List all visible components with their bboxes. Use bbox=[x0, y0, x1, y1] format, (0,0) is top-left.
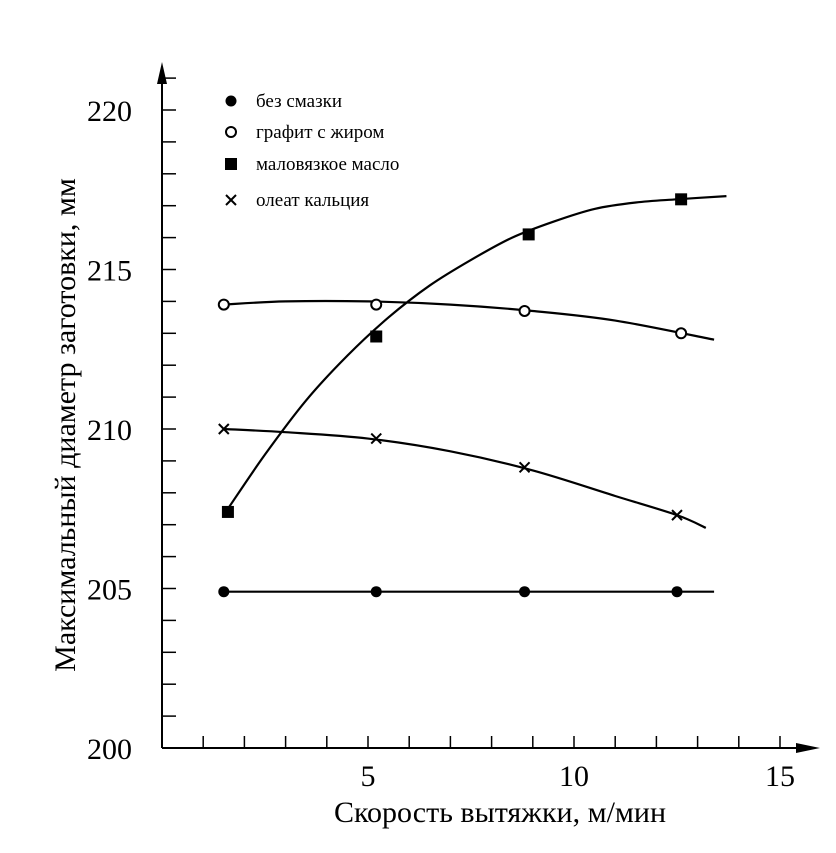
data-point bbox=[217, 298, 230, 311]
series-curves bbox=[223, 195, 727, 593]
legend-marker bbox=[225, 194, 237, 206]
data-point bbox=[522, 228, 535, 241]
series-line-3 bbox=[227, 195, 727, 510]
data-point bbox=[675, 327, 688, 340]
data-point bbox=[519, 586, 531, 598]
data-point bbox=[675, 193, 688, 206]
legend-marker bbox=[225, 158, 237, 170]
data-point bbox=[218, 423, 230, 435]
axes: 200 205 210 215 220 5 10 15 bbox=[87, 62, 820, 793]
data-point bbox=[370, 432, 382, 445]
x-axis-arrow bbox=[796, 743, 820, 753]
data-point bbox=[370, 330, 383, 343]
data-point bbox=[671, 586, 683, 598]
x-tick-label: 5 bbox=[361, 760, 376, 793]
x-axis-title: Скорость вытяжки, м/мин bbox=[334, 796, 666, 829]
legend-label: олеат кальция bbox=[256, 190, 369, 211]
legend-marker bbox=[225, 126, 237, 138]
legend-label: графит с жиром bbox=[256, 122, 384, 143]
data-point bbox=[218, 586, 230, 598]
x-tick-label: 10 bbox=[559, 760, 589, 793]
data-point bbox=[370, 586, 382, 598]
data-point bbox=[221, 505, 234, 518]
series-line-2 bbox=[223, 299, 715, 341]
series-markers bbox=[217, 193, 688, 598]
data-point bbox=[518, 304, 531, 317]
legend-marker bbox=[225, 95, 237, 107]
data-point bbox=[671, 509, 683, 521]
data-point bbox=[370, 298, 383, 311]
y-axis-arrow bbox=[157, 62, 167, 84]
legend-label: маловязкое масло bbox=[256, 154, 399, 175]
y-tick-label: 215 bbox=[87, 255, 132, 288]
y-tick-label: 220 bbox=[87, 95, 132, 128]
y-tick-label: 205 bbox=[87, 574, 132, 607]
y-tick-label: 200 bbox=[87, 733, 132, 766]
x-tick-label: 15 bbox=[765, 760, 795, 793]
y-tick-label: 210 bbox=[87, 414, 132, 447]
y-axis-title: Максимальный диаметр заготовки, мм bbox=[49, 178, 82, 672]
legend-label: без смазки bbox=[256, 91, 342, 112]
data-point bbox=[518, 461, 531, 473]
series-line-4 bbox=[223, 427, 707, 529]
legend: без смазки графит с жиром маловязкое масло… bbox=[225, 91, 399, 211]
